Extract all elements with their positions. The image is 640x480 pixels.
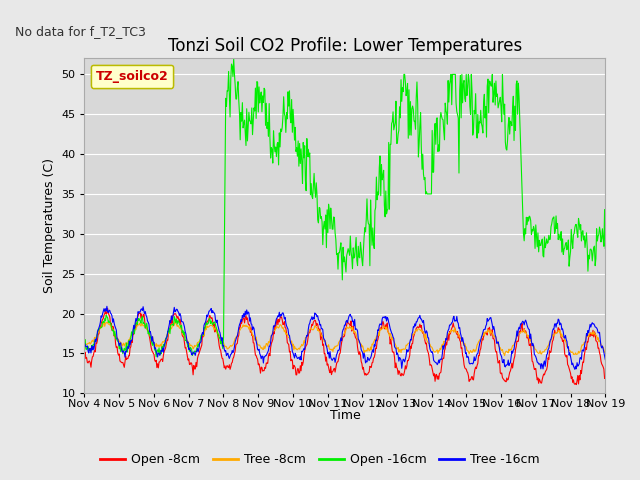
Open -8cm (197, 344, 205, 350)
Open -16cm (410, 107, 417, 112)
Open -8cm (104, 305, 111, 311)
Open -8cm (145, 328, 152, 334)
Open -8cm (424, 348, 431, 354)
Open -8cm (81, 352, 88, 358)
Text: No data for f_T2_TC3: No data for f_T2_TC3 (15, 24, 146, 37)
Line: Open -16cm: Open -16cm (84, 59, 605, 357)
Open -8cm (225, 365, 232, 371)
Tree -8cm (81, 336, 88, 341)
Tree -16cm (424, 335, 431, 341)
Legend: Open -8cm, Tree -8cm, Open -16cm, Tree -16cm: Open -8cm, Tree -8cm, Open -16cm, Tree -… (95, 448, 545, 471)
Tree -8cm (424, 339, 431, 345)
Open -16cm (230, 56, 237, 62)
Tree -16cm (602, 357, 609, 362)
Title: Tonzi Soil CO2 Profile: Lower Temperatures: Tonzi Soil CO2 Profile: Lower Temperatur… (168, 37, 522, 56)
Open -8cm (573, 382, 580, 387)
Open -8cm (602, 374, 609, 380)
Tree -8cm (602, 350, 609, 356)
Open -16cm (81, 342, 88, 348)
Tree -16cm (571, 367, 579, 372)
Open -8cm (90, 350, 98, 356)
Tree -16cm (225, 354, 232, 360)
Legend: TZ_soilco2: TZ_soilco2 (91, 65, 173, 88)
Tree -8cm (143, 326, 151, 332)
Tree -16cm (197, 338, 205, 344)
Open -16cm (143, 326, 151, 332)
Open -16cm (602, 246, 609, 252)
Tree -8cm (225, 345, 232, 351)
Y-axis label: Soil Temperatures (C): Soil Temperatures (C) (43, 158, 56, 293)
Open -8cm (409, 341, 417, 347)
X-axis label: Time: Time (330, 409, 360, 422)
Tree -8cm (90, 337, 98, 343)
Line: Tree -8cm: Tree -8cm (84, 320, 605, 356)
Line: Open -8cm: Open -8cm (84, 308, 605, 384)
Tree -8cm (197, 335, 205, 341)
Tree -16cm (409, 329, 417, 335)
Open -16cm (197, 332, 205, 338)
Tree -16cm (90, 347, 98, 353)
Tree -16cm (145, 319, 152, 325)
Open -16cm (152, 354, 160, 360)
Tree -16cm (81, 340, 88, 346)
Open -16cm (90, 342, 98, 348)
Tree -8cm (500, 353, 508, 359)
Open -16cm (225, 69, 232, 74)
Open -16cm (425, 191, 433, 197)
Tree -16cm (103, 303, 111, 309)
Line: Tree -16cm: Tree -16cm (84, 306, 605, 370)
Tree -8cm (409, 332, 417, 337)
Tree -8cm (171, 317, 179, 323)
